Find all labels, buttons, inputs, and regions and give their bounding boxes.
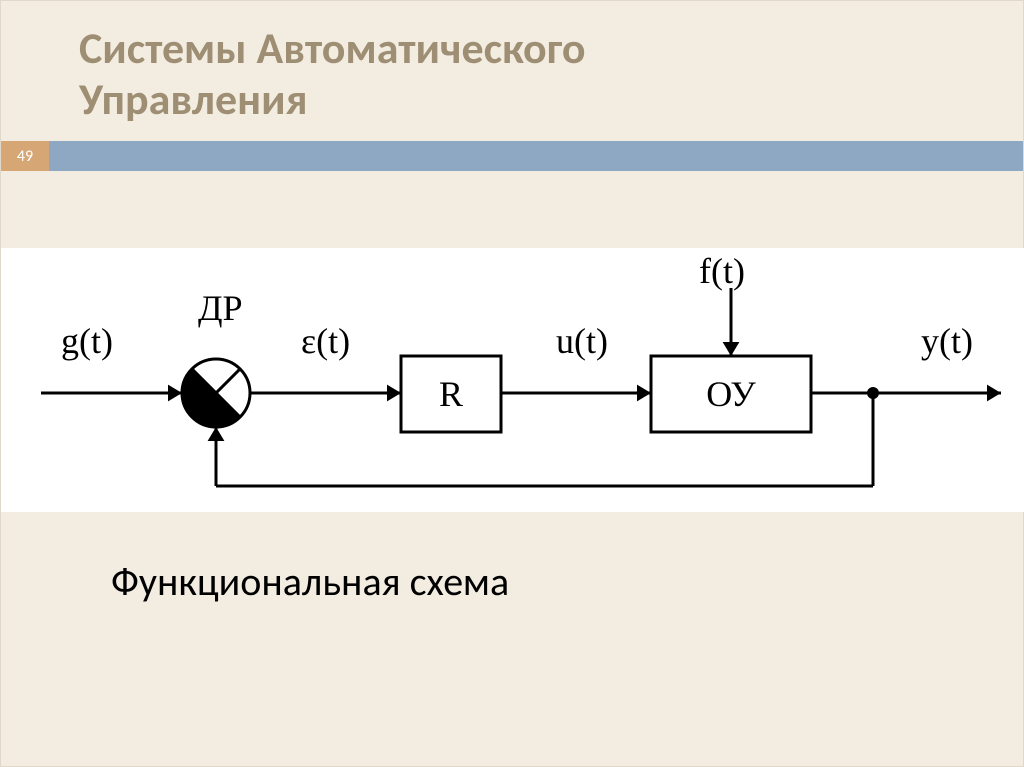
svg-text:u(t): u(t) (556, 321, 608, 361)
page-number-badge: 49 (1, 141, 49, 171)
caption-text: Функциональная схема (111, 557, 509, 606)
svg-text:ОУ: ОУ (706, 374, 756, 414)
slide: Системы Автоматического Управления 49 g(… (0, 0, 1024, 767)
block-diagram-panel: g(t) ДР ε(t) u(t) f(t) y(t) R ОУ (1, 248, 1024, 512)
svg-text:y(t): y(t) (921, 321, 973, 361)
title-line-2: Управления (79, 72, 308, 126)
header-divider-bar (49, 141, 1023, 171)
svg-text:g(t): g(t) (61, 321, 113, 361)
diagram-caption: Функциональная схема (111, 557, 509, 606)
svg-text:R: R (439, 374, 463, 414)
svg-text:f(t): f(t) (699, 251, 745, 291)
svg-text:ДР: ДР (198, 288, 243, 328)
page-number: 49 (17, 147, 33, 166)
slide-title: Системы Автоматического Управления (79, 23, 586, 124)
svg-text:ε(t): ε(t) (301, 321, 350, 361)
block-diagram-svg: g(t) ДР ε(t) u(t) f(t) y(t) R ОУ (1, 248, 1024, 512)
title-line-1: Системы Автоматического (79, 21, 586, 75)
